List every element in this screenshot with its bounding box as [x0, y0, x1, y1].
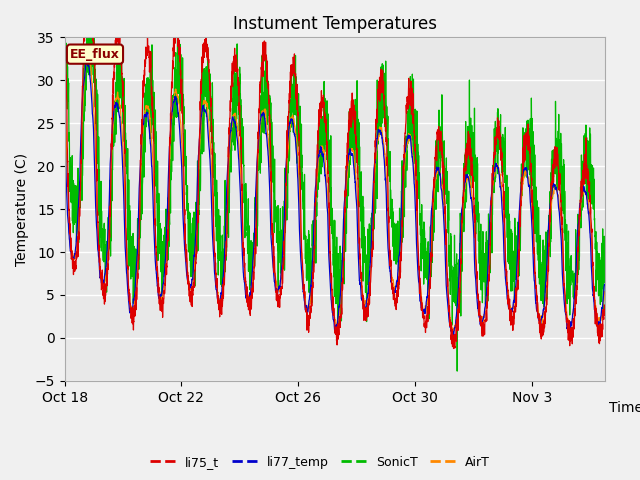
AirT	[155, 283, 163, 289]
AirT	[450, 328, 458, 334]
li75_t	[61, 24, 68, 30]
SonicT	[155, 202, 163, 208]
AirT	[291, 126, 299, 132]
Line: li75_t: li75_t	[65, 0, 605, 348]
SonicT	[88, 6, 95, 12]
li75_t	[155, 280, 163, 286]
AirT	[591, 295, 598, 300]
AirT	[532, 285, 540, 290]
SonicT	[601, 260, 609, 266]
SonicT	[268, 129, 276, 135]
li77_temp	[291, 134, 299, 140]
li77_temp	[61, 130, 68, 135]
li77_temp	[123, 267, 131, 273]
X-axis label: Time: Time	[609, 401, 640, 415]
AirT	[61, 98, 68, 104]
li77_temp	[591, 307, 598, 312]
SonicT	[453, 368, 461, 374]
AirT	[268, 227, 276, 233]
li77_temp	[532, 303, 540, 309]
li77_temp	[449, 333, 456, 338]
AirT	[601, 288, 609, 294]
li75_t	[601, 302, 609, 308]
Line: AirT: AirT	[65, 53, 605, 331]
li77_temp	[601, 281, 609, 287]
Y-axis label: Temperature (C): Temperature (C)	[15, 153, 29, 265]
li77_temp	[268, 246, 276, 252]
li75_t	[450, 346, 458, 351]
li75_t	[532, 283, 540, 288]
Legend: li75_t, li77_temp, SonicT, AirT: li75_t, li77_temp, SonicT, AirT	[145, 451, 495, 474]
Line: SonicT: SonicT	[65, 9, 605, 371]
Title: Instument Temperatures: Instument Temperatures	[233, 15, 436, 33]
Line: li77_temp: li77_temp	[65, 62, 605, 336]
SonicT	[123, 150, 131, 156]
li77_temp	[83, 60, 90, 65]
li75_t	[591, 291, 598, 297]
SonicT	[591, 217, 598, 223]
AirT	[84, 50, 92, 56]
Text: EE_flux: EE_flux	[70, 48, 120, 60]
li77_temp	[155, 293, 163, 299]
li75_t	[123, 240, 131, 246]
SonicT	[291, 72, 299, 78]
li75_t	[268, 227, 276, 232]
SonicT	[61, 59, 68, 64]
li75_t	[291, 75, 299, 81]
AirT	[123, 249, 131, 255]
SonicT	[532, 184, 540, 190]
